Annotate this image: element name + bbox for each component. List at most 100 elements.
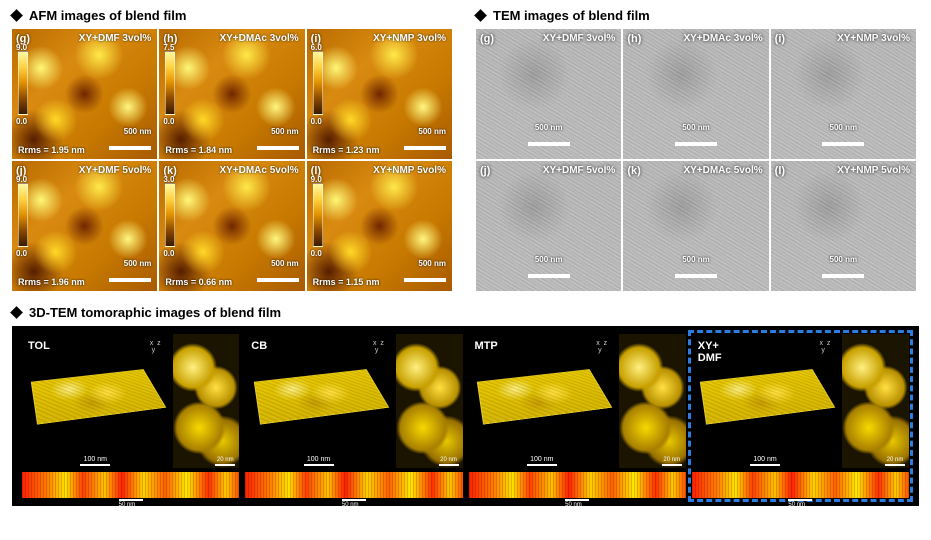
- scale-label: 500 nm: [404, 259, 446, 268]
- bullet-diamond-icon: [10, 306, 23, 319]
- scalebar: 500 nm: [257, 259, 299, 287]
- tomo-label: CB: [251, 340, 267, 352]
- tomo-slab: [477, 369, 613, 425]
- tem-panel: (l)XY+NMP 5vol%500 nm: [771, 161, 916, 291]
- scalebar: 500 nm: [109, 127, 151, 155]
- colorbar: [18, 183, 28, 247]
- panel-title: XY+DMAc 5vol%: [683, 165, 762, 176]
- panel-title: XY+NMP 5vol%: [837, 165, 910, 176]
- scalebar: 20 nm: [885, 457, 905, 466]
- scalebar: 500 nm: [109, 259, 151, 287]
- scale-label: 500 nm: [822, 123, 864, 132]
- colorbar-min: 0.0: [16, 249, 27, 258]
- afm-panel: (j)XY+DMF 5vol%9.00.0Rrms = 1.96 nm500 n…: [12, 161, 157, 291]
- scalebar: 20 nm: [215, 457, 235, 466]
- afm-panel: (k)XY+DMAc 5vol%3.00.0Rrms = 0.66 nm500 …: [159, 161, 304, 291]
- tomo-zoom-view: 20 nm: [842, 334, 909, 468]
- tomo-cross-section: 50 nm: [22, 472, 239, 498]
- axes-icon: x z y: [819, 340, 830, 354]
- tomo-cross-section: 50 nm: [692, 472, 909, 498]
- afm-header: AFM images of blend film: [12, 8, 452, 23]
- panel-title: XY+DMAc 5vol%: [219, 165, 298, 176]
- panel-title: XY+NMP 3vol%: [837, 33, 910, 44]
- tomo-3d-view: x z y 100 nm: [22, 334, 169, 468]
- colorbar: [313, 183, 323, 247]
- panel-title: XY+DMF 5vol%: [79, 165, 152, 176]
- panel-title: XY+DMAc 3vol%: [683, 33, 762, 44]
- tomo-3d-view: x z y 100 nm: [245, 334, 392, 468]
- scale-label: 500 nm: [404, 127, 446, 136]
- scalebar: 50 nm: [119, 499, 143, 508]
- panel-letter: (h): [627, 33, 641, 45]
- scalebar: 20 nm: [662, 457, 682, 466]
- scale-label: 500 nm: [528, 255, 570, 264]
- tomo-item: CB x z y 100 nm 20 nm 50 nm: [245, 334, 462, 498]
- tem-panel: (i) XY+NMP 3vol% 500 nm: [771, 29, 916, 159]
- tomo-slab: [254, 369, 390, 425]
- colorbar-min: 0.0: [163, 249, 174, 258]
- rrms-label: Rrms = 1.95 nm: [18, 145, 85, 155]
- scalebar: 500 nm: [675, 123, 717, 151]
- rrms-label: Rrms = 1.23 nm: [313, 145, 380, 155]
- panel-title: XY+DMF 3vol%: [543, 33, 616, 44]
- tomo-slab: [700, 369, 836, 425]
- afm-panel: (h)XY+DMAc 3vol%7.50.0Rrms = 1.84 nm500 …: [159, 29, 304, 159]
- panel-letter: (k): [627, 165, 640, 177]
- scalebar: 500 nm: [528, 255, 570, 283]
- panel-letter: (i): [775, 33, 785, 45]
- scalebar: 100 nm: [750, 456, 780, 466]
- scalebar: 500 nm: [675, 255, 717, 283]
- tem-header: TEM images of blend film: [476, 8, 916, 23]
- tomo-label: XY+DMF: [698, 340, 722, 364]
- afm-grid: (g)XY+DMF 3vol%9.00.0Rrms = 1.95 nm500 n…: [12, 29, 452, 291]
- tomo-item: TOL x z y 100 nm 20 nm 50 nm: [22, 334, 239, 498]
- colorbar-min: 0.0: [163, 117, 174, 126]
- scalebar: 100 nm: [80, 456, 110, 466]
- tomo-item: XY+DMF x z y 100 nm 20 nm 50 nm: [692, 334, 909, 498]
- tomo-zoom-view: 20 nm: [619, 334, 686, 468]
- colorbar: [18, 51, 28, 115]
- rrms-label: Rrms = 1.96 nm: [18, 277, 85, 287]
- tem-title: TEM images of blend film: [493, 8, 650, 23]
- panel-letter: (j): [480, 165, 490, 177]
- tomo-label: MTP: [475, 340, 498, 352]
- axes-icon: x z y: [373, 340, 384, 354]
- tomo-cross-section: 50 nm: [469, 472, 686, 498]
- axes-icon: x z y: [150, 340, 161, 354]
- scale-label: 500 nm: [528, 123, 570, 132]
- colorbar-min: 0.0: [311, 117, 322, 126]
- afm-panel: (g)XY+DMF 3vol%9.00.0Rrms = 1.95 nm500 n…: [12, 29, 157, 159]
- colorbar: [165, 51, 175, 115]
- tem-panel: (g) XY+DMF 3vol% 500 nm: [476, 29, 621, 159]
- scalebar: 500 nm: [257, 127, 299, 155]
- afm-title: AFM images of blend film: [29, 8, 186, 23]
- tomo-item: MTPx z y100 nm20 nm50 nm: [469, 334, 686, 498]
- scale-label: 500 nm: [109, 127, 151, 136]
- colorbar: [313, 51, 323, 115]
- scale-label: 500 nm: [675, 123, 717, 132]
- tomo-header: 3D-TEM tomoraphic images of blend film: [12, 305, 919, 320]
- panel-title: XY+NMP 3vol%: [373, 33, 446, 44]
- scalebar: 50 nm: [788, 499, 812, 508]
- tomo-label: TOL: [28, 340, 50, 352]
- panel-title: XY+NMP 5vol%: [373, 165, 446, 176]
- scalebar: 50 nm: [565, 499, 589, 508]
- panel-letter: (g): [480, 33, 494, 45]
- panel-title: XY+DMF 5vol%: [543, 165, 616, 176]
- panel-title: XY+DMAc 3vol%: [219, 33, 298, 44]
- scale-label: 500 nm: [822, 255, 864, 264]
- bullet-diamond-icon: [10, 9, 23, 22]
- scalebar: 100 nm: [304, 456, 334, 466]
- tem-section: TEM images of blend film (g) XY+DMF 3vol%…: [476, 8, 916, 291]
- afm-panel: (i)XY+NMP 3vol%6.00.0Rrms = 1.23 nm500 n…: [307, 29, 452, 159]
- tem-panel: (j) XY+DMF 5vol% 500 nm: [476, 161, 621, 291]
- tomo-section: 3D-TEM tomoraphic images of blend film T…: [12, 305, 919, 506]
- scalebar: 100 nm: [527, 456, 557, 466]
- tomo-zoom-view: 20 nm: [173, 334, 240, 468]
- tomo-zoom-view: 20 nm: [396, 334, 463, 468]
- tem-grid: (g) XY+DMF 3vol% 500 nm (h) XY+DMAc 3vol% 500…: [476, 29, 916, 291]
- tomo-cross-section: 50 nm: [245, 472, 462, 498]
- bullet-diamond-icon: [474, 9, 487, 22]
- colorbar-min: 0.0: [311, 249, 322, 258]
- scalebar: 500 nm: [822, 255, 864, 283]
